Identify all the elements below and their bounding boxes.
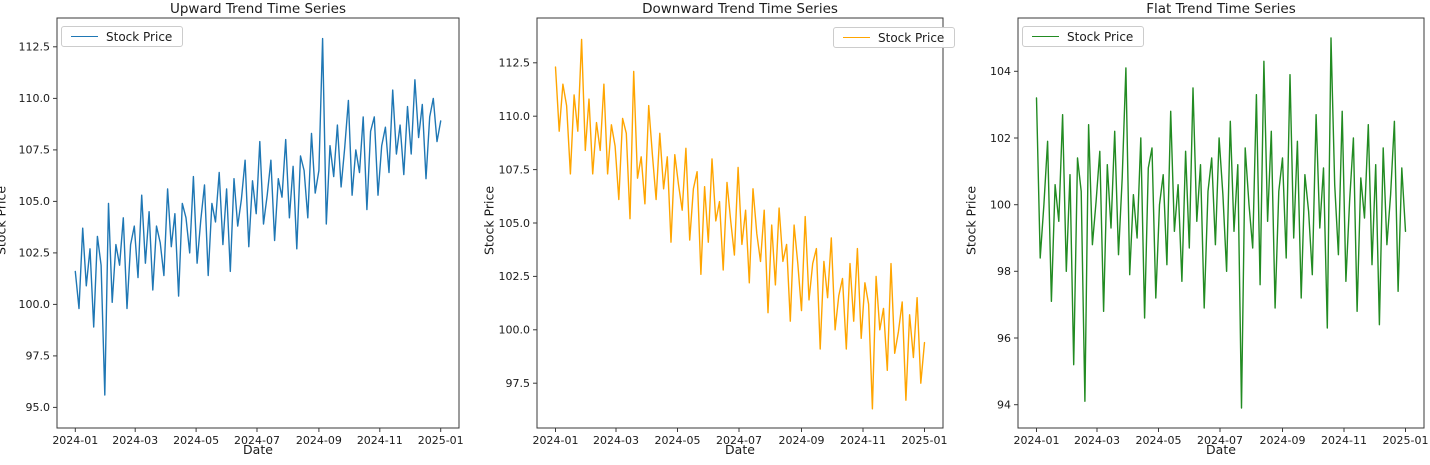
- y-tick-label: 97.5: [506, 377, 531, 390]
- series-line: [1035, 37, 1407, 409]
- y-tick-label: 100.0: [499, 324, 531, 337]
- legend-flat: Stock Price: [1022, 26, 1145, 47]
- y-axis-label-flat: Stock Price: [963, 185, 979, 256]
- x-axis-label-downward: Date: [725, 442, 755, 457]
- y-tick-label: 97.5: [26, 350, 51, 363]
- x-tick-label: 2024-07: [1197, 434, 1243, 447]
- legend-label-upward: Stock Price: [106, 29, 173, 44]
- series-line: [74, 37, 442, 396]
- y-tick-label: 112.5: [19, 41, 51, 54]
- x-tick-label: 2024-03: [1074, 434, 1120, 447]
- legend-line-sample-blue-icon: [71, 36, 98, 37]
- legend-line-sample-orange-icon: [843, 37, 870, 38]
- y-tick-label: 107.5: [499, 163, 531, 176]
- y-tick-label: 102.5: [499, 270, 531, 283]
- x-tick-label: 2024-11: [1321, 434, 1367, 447]
- y-tick-label: 105.0: [499, 217, 531, 230]
- x-tick-label: 2024-11: [840, 434, 886, 447]
- y-tick-label: 102.5: [19, 247, 51, 260]
- axes-frame: [56, 17, 460, 429]
- x-tick-label: 2024-05: [173, 434, 219, 447]
- y-tick-label: 98: [997, 265, 1011, 278]
- x-tick-label: 2024-07: [716, 434, 762, 447]
- x-tick-label: 2024-05: [1136, 434, 1182, 447]
- x-tick-label: 2024-09: [1260, 434, 1306, 447]
- y-tick-label: 102: [990, 132, 1011, 145]
- legend-label-flat: Stock Price: [1067, 29, 1134, 44]
- chart-title-upward: Upward Trend Time Series: [169, 1, 347, 17]
- y-tick-label: 110.0: [19, 92, 51, 105]
- x-tick-label: 2024-01: [533, 434, 579, 447]
- y-tick-label: 112.5: [499, 57, 531, 70]
- x-axis-label-flat: Date: [1206, 442, 1236, 457]
- x-axis-label-upward: Date: [243, 442, 273, 457]
- legend-upward: Stock Price: [61, 26, 184, 47]
- y-axis-label-upward: Stock Price: [0, 185, 9, 256]
- legend-downward: Stock Price: [833, 27, 956, 48]
- x-tick-label: 2025-01: [902, 434, 948, 447]
- axes-frame: [1017, 17, 1425, 429]
- x-tick-label: 2024-01: [1014, 434, 1060, 447]
- x-tick-label: 2025-01: [418, 434, 464, 447]
- y-tick-label: 104: [990, 65, 1011, 78]
- x-tick-label: 2024-11: [357, 434, 403, 447]
- legend-label-downward: Stock Price: [878, 30, 945, 45]
- legend-line-sample-green-icon: [1032, 36, 1059, 37]
- series-line: [554, 38, 926, 410]
- y-tick-label: 110.0: [499, 110, 531, 123]
- axes-frame: [536, 17, 944, 429]
- x-tick-label: 2024-09: [779, 434, 825, 447]
- x-tick-label: 2024-09: [296, 434, 342, 447]
- y-tick-label: 100: [990, 199, 1011, 212]
- chart-title-downward: Downward Trend Time Series: [642, 1, 838, 17]
- y-tick-label: 107.5: [19, 144, 51, 157]
- y-tick-label: 95.0: [26, 401, 51, 414]
- x-tick-label: 2024-01: [52, 434, 98, 447]
- x-tick-label: 2024-03: [593, 434, 639, 447]
- y-tick-label: 100.0: [19, 298, 51, 311]
- x-tick-label: 2024-05: [655, 434, 701, 447]
- x-tick-label: 2024-03: [112, 434, 158, 447]
- y-axis-label-downward: Stock Price: [481, 185, 497, 256]
- y-tick-label: 94: [997, 399, 1011, 412]
- y-tick-label: 105.0: [19, 195, 51, 208]
- y-tick-label: 96: [997, 332, 1011, 345]
- chart-title-flat: Flat Trend Time Series: [1146, 1, 1296, 17]
- x-tick-label: 2024-07: [234, 434, 280, 447]
- x-tick-label: 2025-01: [1383, 434, 1429, 447]
